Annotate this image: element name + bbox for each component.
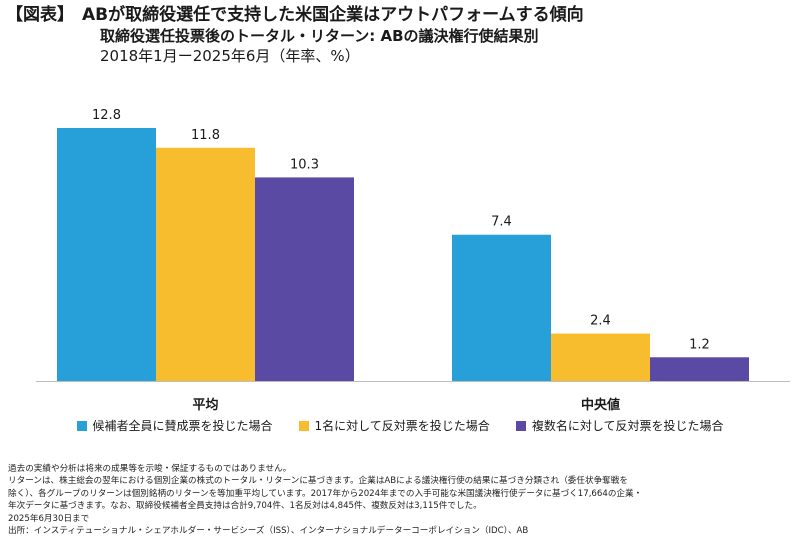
legend-swatch [76,420,87,431]
footnote-line: リターンは、株主総会の翌年における個別企業の株式のトータル・リターンに基づきます… [8,476,628,487]
legend: 候補者全員に賛成票を投じた場合 1名に対して反対票を投じた場合 複数名に対して反… [0,417,800,434]
legend-label: 候補者全員に賛成票を投じた場合 [92,419,273,433]
legend-item-one-against: 1名に対して反対票を投じた場合 [298,417,490,434]
footnote-line: 年次データに基づきます。なお、取締役候補者全員支持は合計9,704件、1名反対は… [8,501,482,512]
legend-item-all-for: 候補者全員に賛成票を投じた場合 [76,417,273,434]
bar-0-1 [156,147,255,381]
legend-swatch [515,420,526,431]
bar-1-1 [551,333,650,381]
title-tag: 【図表】 [6,5,74,25]
bar-1-2 [650,357,749,381]
bar-0-0 [57,128,156,381]
title-block: 【図表】 ABが取締役選任で支持した米国企業はアウトパフォームする傾向 取締役選任… [6,4,584,66]
bar-value-label: 12.8 [92,108,121,123]
legend-label: 1名に対して反対票を投じた場合 [314,419,490,433]
bar-1-0 [452,234,551,381]
title-line1: ABが取締役選任で支持した米国企業はアウトパフォームする傾向 [82,5,584,25]
bar-value-label: 10.3 [290,157,319,172]
legend-item-multi-against: 複数名に対して反対票を投じた場合 [515,417,724,434]
chart-subtitle: 取締役選任投票後のトータル・リターン: ABの議決権行使結果別 [100,27,539,45]
category-label: 平均 [192,397,218,413]
footnote-line: 除く）、各グループのリターンは個別銘柄のリターンを等加重平均しています。2017… [8,488,643,499]
footnote-line: 2025年6月30日まで [8,513,90,524]
category-label: 中央値 [581,397,620,413]
bar-value-label: 1.2 [689,337,710,352]
footnote-line: 出所：インスティテューショナル・シェアホルダー・サービシーズ（ISS）、インター… [8,526,529,537]
bar-0-2 [255,177,354,381]
chart-title: 【図表】 ABが取締役選任で支持した米国企業はアウトパフォームする傾向 [6,4,584,26]
bar-value-label: 2.4 [590,314,611,329]
footnote-line: 過去の実績や分析は将来の成果等を示唆・保証するものではありません。 [8,464,292,474]
legend-label: 複数名に対して反対票を投じた場合 [531,419,724,433]
chart-period: 2018年1月ー2025年6月（年率、%） [100,47,360,65]
bar-chart: 12.8 11.8 10.3 平均 7.4 2.4 1.2 中央値 [36,108,790,413]
bar-value-label: 11.8 [191,128,220,143]
bar-value-label: 7.4 [491,215,512,230]
footnotes: 過去の実績や分析は将来の成果等を示唆・保証するものではありません。 リターンは、… [8,463,794,537]
legend-swatch [298,420,309,431]
